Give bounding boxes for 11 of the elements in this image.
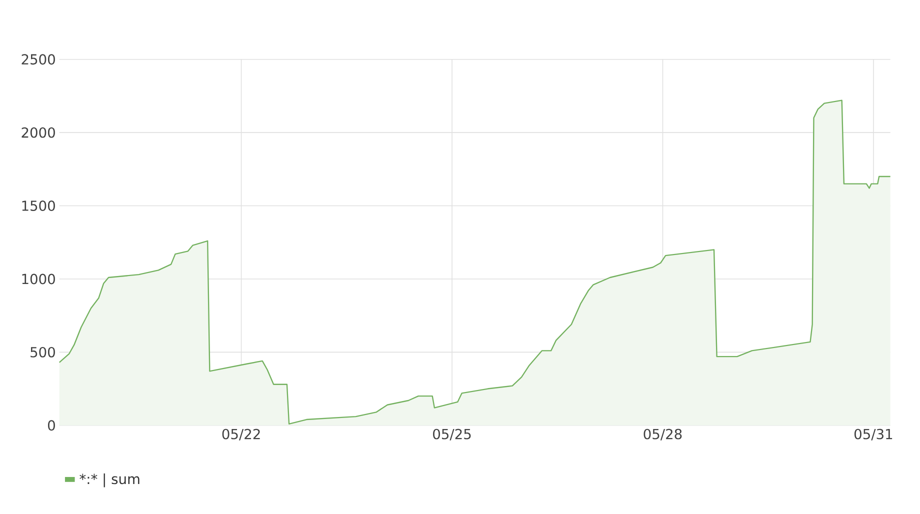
y-tick-label: 500 (30, 346, 55, 358)
y-tick-label: 1500 (22, 200, 55, 211)
y-tick-label: 1000 (22, 274, 55, 284)
y-tick-label: 2000 (22, 127, 55, 138)
legend-label: *:* | sum (80, 473, 140, 488)
y-tick-label: 2500 (22, 54, 55, 64)
x-tick-label: 05/28 (644, 428, 682, 440)
y-tick-label: 0 (48, 420, 55, 430)
x-tick-label: 05/25 (433, 428, 471, 440)
x-tick-label: 05/22 (222, 428, 260, 440)
x-tick-label: 05/31 (854, 428, 892, 440)
